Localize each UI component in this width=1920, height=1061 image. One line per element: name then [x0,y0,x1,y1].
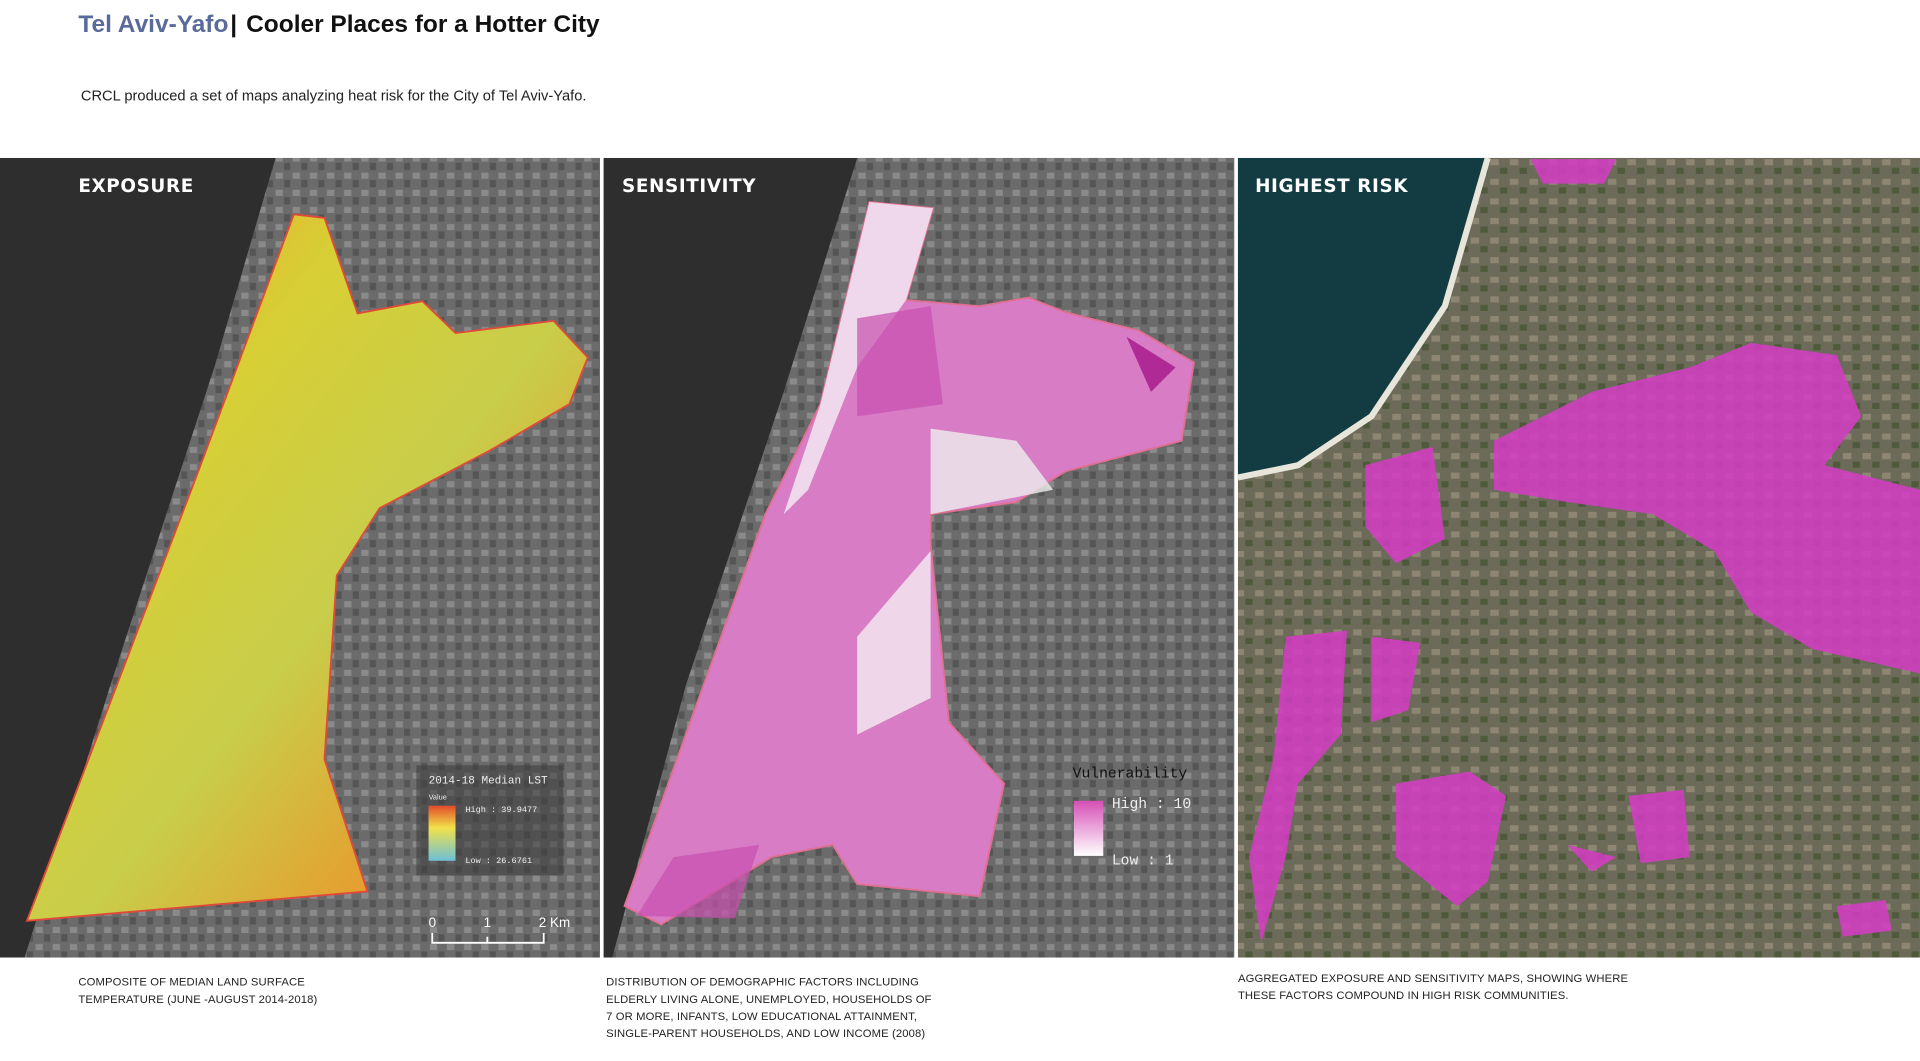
panel-label: EXPOSURE [78,176,193,197]
caption-line: AGGREGATED EXPOSURE AND SENSITIVITY MAPS… [1238,973,1629,985]
caption-line: COMPOSITE OF MEDIAN LAND SURFACE [78,977,305,989]
scale-label: 0 [429,915,436,930]
legend-title: Vulnerability [1073,767,1188,783]
legend-high: High : 10 [1112,797,1191,813]
sensitivity-map: SENSITIVITY Vulnerability High : 10 Low … [603,157,1235,958]
page-title: Cooler Places for a Hotter City [246,11,600,38]
scale-label: 1 [484,915,491,930]
panel-label: HIGHEST RISK [1255,176,1408,197]
legend-sub: Value [429,793,447,802]
separator: | [230,11,237,38]
legend-low: Low : 1 [1112,853,1174,869]
legend-title: 2014-18 Median LST [429,776,548,788]
caption-line: ELDERLY LIVING ALONE, UNEMPLOYED, HOUSEH… [606,994,931,1006]
caption-line: TEMPERATURE (JUNE -AUGUST 2014-2018) [78,994,317,1006]
caption-line: THESE FACTORS COMPOUND IN HIGH RISK COMM… [1238,990,1569,1002]
caption-line: DISTRIBUTION OF DEMOGRAPHIC FACTORS INCL… [606,977,919,989]
intro-text: CRCL produced a set of maps analyzing he… [81,88,587,104]
caption-line: SINGLE-PARENT HOUSEHOLDS, AND LOW INCOME… [606,1028,925,1040]
legend-high: High : 39.9477 [465,805,537,815]
panel-label: SENSITIVITY [622,176,756,197]
scale-label: 2 Km [539,915,570,930]
exposure-map: EXPOSURE 2014-18 Median LST Value High :… [0,157,601,958]
caption-line: 7 OR MORE, INFANTS, LOW EDUCATIONAL ATTA… [606,1011,917,1023]
city-name: Tel Aviv-Yafo [78,11,228,38]
highest-risk-map: HIGHEST RISK [1237,157,1920,958]
legend-low: Low : 26.6761 [465,856,532,866]
